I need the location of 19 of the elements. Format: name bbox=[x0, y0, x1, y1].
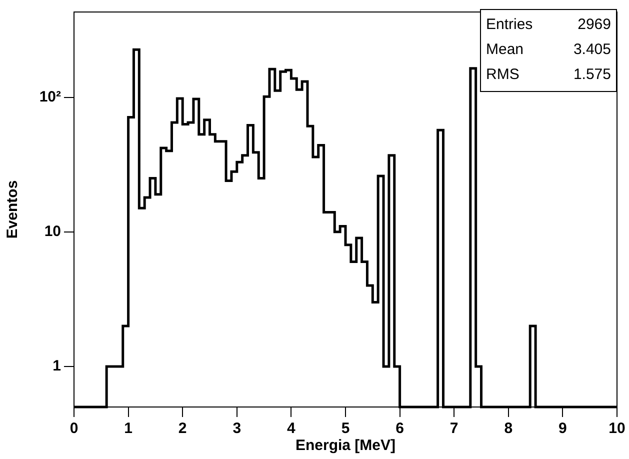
x-tick-label: 0 bbox=[70, 420, 78, 438]
x-tick-label: 6 bbox=[396, 420, 404, 438]
x-tick-label: 7 bbox=[450, 420, 458, 438]
text: RMS 1.575 bbox=[486, 66, 611, 83]
x-tick-label: 1 bbox=[124, 420, 132, 438]
y-axis-title: Eventos bbox=[4, 180, 22, 239]
x-axis-title: Energia [MeV] bbox=[295, 437, 396, 454]
x-tick-label: 8 bbox=[504, 420, 513, 438]
x-tick-label: 9 bbox=[558, 420, 567, 438]
x-tick-label: 3 bbox=[232, 420, 242, 438]
x-tick-label: 2 bbox=[178, 420, 187, 438]
x-tick-label: 10 bbox=[608, 420, 626, 438]
x-tick-label: 5 bbox=[341, 420, 350, 438]
text: Entries 2969 bbox=[486, 16, 611, 33]
y-tick-label: 10² bbox=[39, 88, 61, 106]
x-tick-label: 4 bbox=[287, 420, 296, 438]
y-tick-label: 10 bbox=[44, 223, 61, 240]
text: Mean 3.405 bbox=[486, 41, 611, 58]
y-tick-label: 1 bbox=[52, 358, 61, 375]
